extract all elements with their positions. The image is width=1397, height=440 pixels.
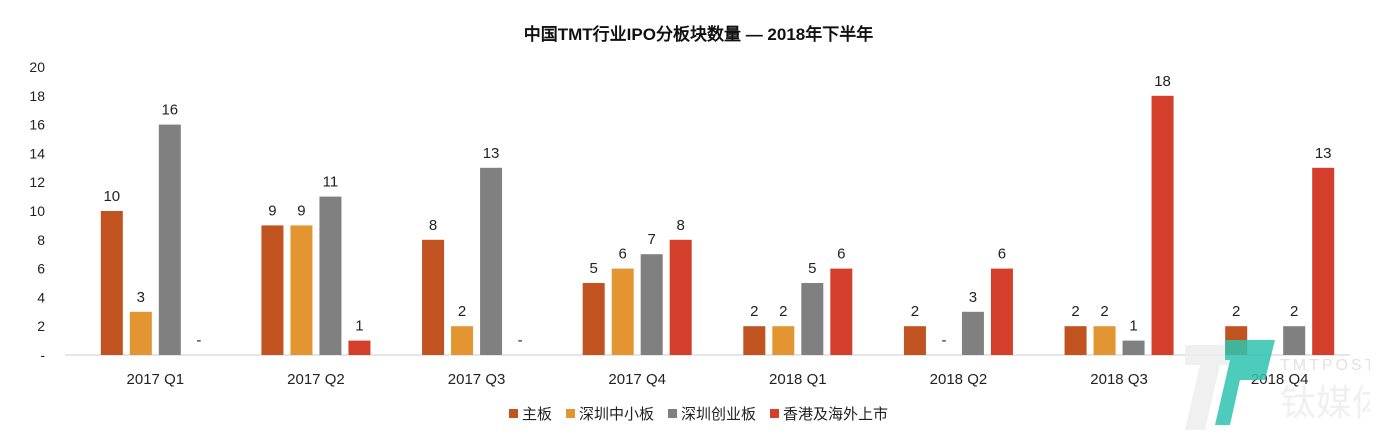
bar	[261, 225, 284, 355]
y-tick-label: 10	[29, 203, 45, 219]
data-label: 8	[677, 217, 685, 234]
bar	[961, 311, 984, 355]
bar	[1151, 95, 1174, 356]
y-tick-label: 12	[29, 174, 45, 190]
data-label: 11	[323, 174, 339, 191]
data-label: 9	[268, 202, 276, 219]
data-label: 5	[808, 260, 816, 277]
y-tick-label: 20	[29, 59, 45, 75]
bar	[990, 268, 1013, 355]
legend-swatch	[770, 409, 780, 418]
bar	[158, 124, 181, 355]
data-label: 6	[619, 246, 627, 263]
x-tick-label: 2018 Q1	[769, 371, 827, 388]
bar	[669, 239, 692, 355]
legend-label: 主板	[521, 406, 552, 423]
svg-text:钛媒体: 钛媒体	[1280, 382, 1370, 423]
tmtpost-watermark-logo: TMTPOST 钛媒体	[1185, 340, 1370, 430]
data-label: 16	[161, 102, 178, 119]
y-tick-label: -	[40, 347, 45, 363]
data-label: 1	[355, 318, 363, 335]
bar	[1312, 167, 1335, 355]
legend-item: 深圳创业板	[668, 403, 756, 424]
x-tick-label: 2017 Q3	[448, 371, 506, 388]
legend-item: 主板	[508, 403, 552, 424]
legend-swatch	[508, 409, 518, 418]
data-label: 2	[458, 303, 466, 320]
data-label: -	[941, 332, 946, 349]
data-label: 8	[429, 217, 437, 234]
bar	[129, 311, 152, 355]
bar	[290, 225, 313, 355]
bar	[830, 268, 853, 355]
y-tick-label: 8	[37, 232, 45, 248]
legend-swatch	[668, 409, 677, 418]
bar	[640, 254, 663, 355]
data-label: 3	[969, 289, 977, 306]
data-label: 2	[911, 303, 919, 320]
data-label: 2	[1100, 303, 1108, 320]
bar	[348, 340, 371, 355]
data-label: 13	[483, 145, 500, 162]
y-tick-label: 16	[29, 117, 45, 133]
data-label: 2	[750, 303, 758, 320]
data-label: 3	[137, 289, 145, 306]
x-tick-label: 2017 Q2	[287, 371, 345, 388]
legend-item: 深圳中小板	[565, 403, 654, 424]
legend-label: 深圳创业板	[681, 406, 757, 423]
legend-label: 香港及海外上市	[783, 406, 889, 423]
bar	[1093, 326, 1116, 355]
bar	[801, 283, 824, 355]
bar	[319, 196, 342, 355]
data-label: 2	[1290, 303, 1298, 320]
x-tick-label: 2017 Q1	[127, 371, 185, 388]
bar	[100, 211, 123, 355]
data-label: 6	[837, 246, 845, 263]
y-tick-label: 18	[29, 88, 45, 104]
x-tick-label: 2018 Q2	[930, 371, 988, 388]
y-tick-label: 6	[37, 261, 45, 277]
data-label: -	[196, 332, 201, 349]
bar	[743, 326, 766, 355]
data-label: 18	[1154, 73, 1171, 90]
legend-swatch	[565, 409, 575, 418]
bar	[611, 268, 634, 355]
y-tick-label: 2	[37, 318, 45, 334]
bar	[582, 283, 605, 355]
legend: 主板 深圳中小板 深圳创业板 香港及海外上市	[0, 403, 1397, 424]
bar	[451, 326, 474, 355]
legend-label: 深圳中小板	[578, 406, 654, 423]
data-label: 9	[297, 202, 305, 219]
bar	[772, 326, 795, 355]
data-label: 2	[779, 303, 787, 320]
data-label: 6	[998, 246, 1006, 263]
bar	[422, 239, 445, 355]
data-label: -	[518, 332, 523, 349]
data-label: 5	[590, 260, 598, 277]
bar	[903, 326, 926, 355]
data-label: 13	[1315, 145, 1332, 162]
data-label: 1	[1129, 318, 1137, 335]
bar	[1064, 326, 1087, 355]
y-tick-label: 14	[29, 145, 45, 161]
data-label: 2	[1232, 303, 1240, 320]
legend-item: 香港及海外上市	[770, 403, 888, 424]
data-label: 2	[1071, 303, 1079, 320]
data-label: 10	[103, 188, 120, 205]
bar	[480, 167, 503, 355]
x-tick-label: 2018 Q3	[1090, 371, 1148, 388]
svg-text:TMTPOST: TMTPOST	[1280, 357, 1370, 374]
chart-title: 中国TMT行业IPO分板块数量 — 2018年下半年	[523, 25, 874, 44]
bar	[1283, 326, 1306, 355]
bar	[1122, 340, 1145, 355]
y-tick-label: 4	[37, 289, 45, 305]
data-label: 7	[648, 231, 656, 248]
x-tick-label: 2017 Q4	[608, 371, 666, 388]
